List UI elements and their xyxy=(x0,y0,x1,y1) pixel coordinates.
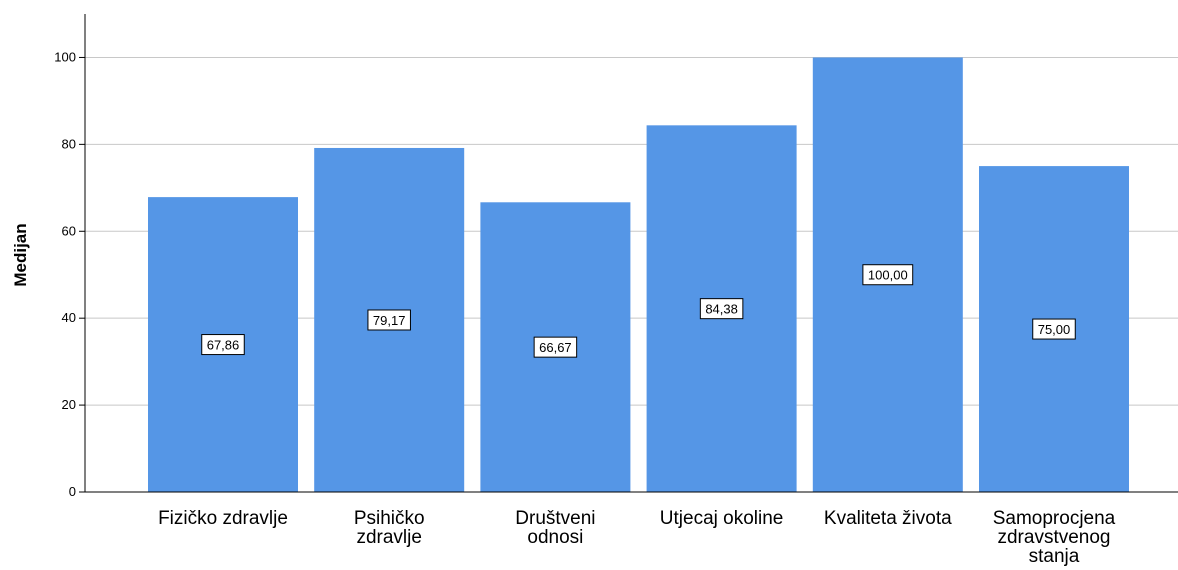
data-label-box xyxy=(533,336,578,358)
y-tick-label: 0 xyxy=(69,484,76,499)
x-category-label-line: zdravstvenog xyxy=(997,527,1110,548)
x-category-label: Kvaliteta života xyxy=(824,508,952,529)
x-category-label-line: Psihičko xyxy=(354,508,425,529)
x-category-label-line: Kvaliteta života xyxy=(824,508,952,529)
x-category-label-line: odnosi xyxy=(527,527,583,548)
y-tick-label: 60 xyxy=(62,223,76,238)
data-label: 84,38 xyxy=(705,302,738,317)
data-label-box xyxy=(1032,318,1076,340)
y-tick-label: 100 xyxy=(54,49,76,64)
x-category-label: Fizičko zdravlje xyxy=(158,508,288,529)
y-tick-label: 20 xyxy=(62,397,76,412)
data-labels: 67,86 79,17 66,67 84,38 100,00 75,00 xyxy=(201,264,1076,358)
data-label-box xyxy=(699,298,744,320)
x-category-label: Društveni odnosi xyxy=(515,508,595,548)
y-tick-label: 40 xyxy=(62,310,76,325)
y-tick-label: 80 xyxy=(62,136,76,151)
data-label: 67,86 xyxy=(207,338,240,353)
x-category-label: Psihičko zdravlje xyxy=(354,508,425,548)
data-label: 79,17 xyxy=(373,313,406,328)
data-label: 100,00 xyxy=(868,268,908,283)
x-category-label-line: Fizičko zdravlje xyxy=(158,508,288,529)
data-label-box xyxy=(367,309,411,331)
x-category-label-line: Utjecaj okoline xyxy=(660,508,784,529)
x-category-label-line: Društveni xyxy=(515,508,595,529)
x-category-label: Samoprocjena zdravstvenog stanja xyxy=(993,508,1116,567)
data-label: 75,00 xyxy=(1038,322,1071,337)
data-label-box xyxy=(201,334,245,356)
x-category-label: Utjecaj okoline xyxy=(660,508,784,529)
data-label-box xyxy=(862,264,914,286)
x-category-label-line: zdravlje xyxy=(356,527,421,548)
x-category-label-line: stanja xyxy=(1029,546,1080,567)
data-label: 66,67 xyxy=(539,340,572,355)
bars xyxy=(148,57,1129,493)
y-axis-title: Medijan xyxy=(11,223,30,286)
x-category-label-line: Samoprocjena xyxy=(993,508,1116,529)
